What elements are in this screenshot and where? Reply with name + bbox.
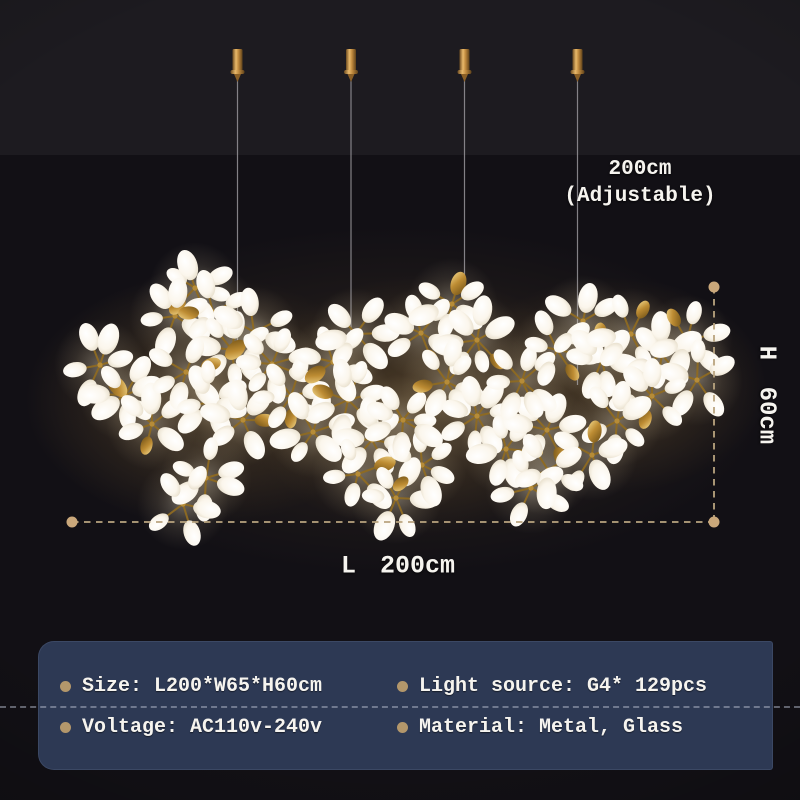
spec-item-material: Material: Metal, Glass [397,715,684,739]
ceiling-mounts [230,49,585,82]
drop-length-note: (Adjustable) [564,185,716,208]
height-dimension-label: H 60cm [752,345,780,445]
spec-item-size: Size: L200*W65*H60cm [60,674,323,698]
spec-panel [38,641,773,770]
spec-item-voltage: Voltage: AC110v-240v [60,715,323,739]
spec-bullet-icon [397,721,408,733]
dimension-lines [66,281,720,528]
spec-bullet-icon [60,680,71,692]
spec-item-size-text: Size: L200*W65*H60cm [82,674,323,698]
measure-dot [708,281,720,293]
ceiling-background-band [0,0,800,155]
length-dimension-label: L 200cm [340,551,456,581]
spec-divider-line [0,706,800,708]
spec-item-voltage-text: Voltage: AC110v-240v [82,715,323,739]
drop-length-label: 200cm (Adjustable) [552,156,728,210]
spec-item-light-source: Light source: G4* 129pcs [397,674,708,698]
measure-dot [708,516,720,528]
spec-item-material-text: Material: Metal, Glass [419,715,684,739]
spec-item-light-source-text: Light source: G4* 129pcs [419,674,708,698]
spec-bullet-icon [397,680,408,692]
petal-layer [63,249,735,546]
spec-bullet-icon [60,721,71,733]
measure-dot [66,516,78,528]
drop-length-value: 200cm [608,158,672,181]
